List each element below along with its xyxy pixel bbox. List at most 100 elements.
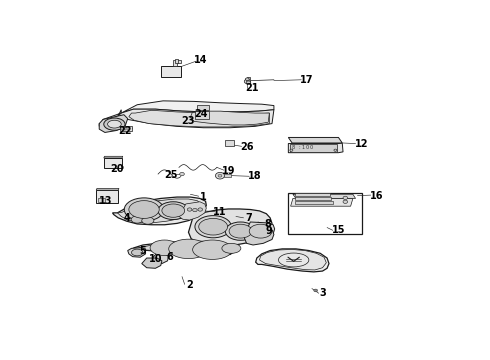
Ellipse shape — [225, 222, 256, 240]
Circle shape — [193, 208, 197, 212]
Polygon shape — [129, 242, 234, 255]
Ellipse shape — [193, 240, 232, 260]
Bar — [295, 193, 330, 196]
Bar — [224, 174, 231, 177]
Polygon shape — [256, 249, 329, 272]
Text: 3: 3 — [319, 288, 326, 298]
Circle shape — [198, 208, 202, 211]
Ellipse shape — [131, 249, 143, 256]
Circle shape — [180, 172, 184, 176]
Polygon shape — [175, 59, 178, 63]
Text: 17: 17 — [299, 75, 313, 85]
Text: 8: 8 — [265, 219, 271, 229]
Polygon shape — [118, 199, 202, 223]
Polygon shape — [151, 254, 169, 264]
Text: 13: 13 — [99, 196, 113, 206]
Bar — [120, 126, 131, 131]
Circle shape — [187, 208, 192, 211]
Text: 19: 19 — [222, 166, 236, 176]
Bar — [121, 127, 123, 130]
Bar — [98, 198, 105, 202]
Text: 25: 25 — [165, 170, 178, 180]
Polygon shape — [291, 198, 353, 206]
Text: 12: 12 — [354, 139, 368, 149]
Text: 6: 6 — [166, 252, 173, 262]
Text: 1: 1 — [200, 192, 207, 202]
Text: 1: 1 — [301, 145, 304, 150]
Ellipse shape — [142, 217, 154, 224]
Text: 9: 9 — [266, 226, 273, 236]
Text: 2: 2 — [186, 280, 193, 290]
Polygon shape — [128, 248, 146, 257]
Circle shape — [245, 78, 249, 81]
Polygon shape — [99, 115, 128, 132]
Text: 15: 15 — [332, 225, 345, 235]
Ellipse shape — [249, 224, 272, 238]
Circle shape — [246, 81, 251, 84]
Text: 10: 10 — [148, 254, 162, 264]
Polygon shape — [104, 156, 123, 158]
Text: 22: 22 — [118, 126, 132, 135]
Polygon shape — [245, 222, 275, 239]
Bar — [195, 111, 209, 118]
Bar — [295, 201, 333, 204]
Polygon shape — [99, 110, 121, 126]
Circle shape — [290, 149, 293, 151]
Polygon shape — [113, 197, 206, 225]
Text: 21: 21 — [245, 82, 259, 93]
Ellipse shape — [131, 216, 143, 223]
Circle shape — [216, 172, 224, 179]
Bar — [288, 193, 363, 234]
Polygon shape — [293, 194, 356, 198]
Circle shape — [343, 196, 347, 199]
Text: 18: 18 — [248, 171, 262, 181]
Polygon shape — [129, 110, 270, 127]
Bar — [96, 190, 118, 203]
Polygon shape — [246, 77, 250, 82]
Ellipse shape — [162, 204, 185, 217]
Text: 4: 4 — [123, 213, 130, 224]
Polygon shape — [189, 209, 272, 246]
Ellipse shape — [195, 216, 231, 238]
Polygon shape — [288, 143, 343, 153]
Bar — [104, 158, 122, 168]
Circle shape — [245, 79, 250, 84]
Circle shape — [314, 289, 318, 292]
Text: 0: 0 — [310, 145, 313, 150]
Ellipse shape — [129, 201, 159, 219]
Polygon shape — [142, 258, 162, 268]
Ellipse shape — [169, 239, 208, 258]
Ellipse shape — [124, 198, 164, 221]
Text: 23: 23 — [182, 116, 195, 126]
Bar — [197, 105, 209, 110]
Text: 16: 16 — [369, 191, 383, 201]
Text: 24: 24 — [194, 109, 208, 119]
Text: 0: 0 — [306, 145, 309, 150]
Text: 26: 26 — [240, 142, 253, 152]
Text: :: : — [299, 145, 300, 150]
Text: 14: 14 — [194, 55, 208, 65]
Ellipse shape — [199, 219, 227, 235]
Polygon shape — [173, 60, 181, 66]
Ellipse shape — [150, 240, 179, 256]
Polygon shape — [118, 109, 274, 128]
Text: 11: 11 — [213, 207, 227, 217]
Bar — [127, 127, 129, 130]
Polygon shape — [135, 242, 231, 254]
Polygon shape — [121, 101, 274, 113]
Text: 5: 5 — [140, 246, 147, 256]
Ellipse shape — [158, 202, 189, 220]
Ellipse shape — [222, 243, 241, 253]
Bar — [161, 66, 181, 77]
Polygon shape — [288, 138, 342, 143]
Polygon shape — [190, 111, 270, 125]
Circle shape — [218, 174, 222, 177]
Bar — [224, 140, 234, 146]
Ellipse shape — [108, 120, 121, 128]
Bar — [124, 127, 126, 130]
Bar — [295, 197, 331, 200]
Text: 7: 7 — [246, 213, 253, 224]
Text: 8: 8 — [292, 145, 295, 150]
Polygon shape — [179, 202, 206, 220]
Text: 20: 20 — [111, 164, 124, 174]
